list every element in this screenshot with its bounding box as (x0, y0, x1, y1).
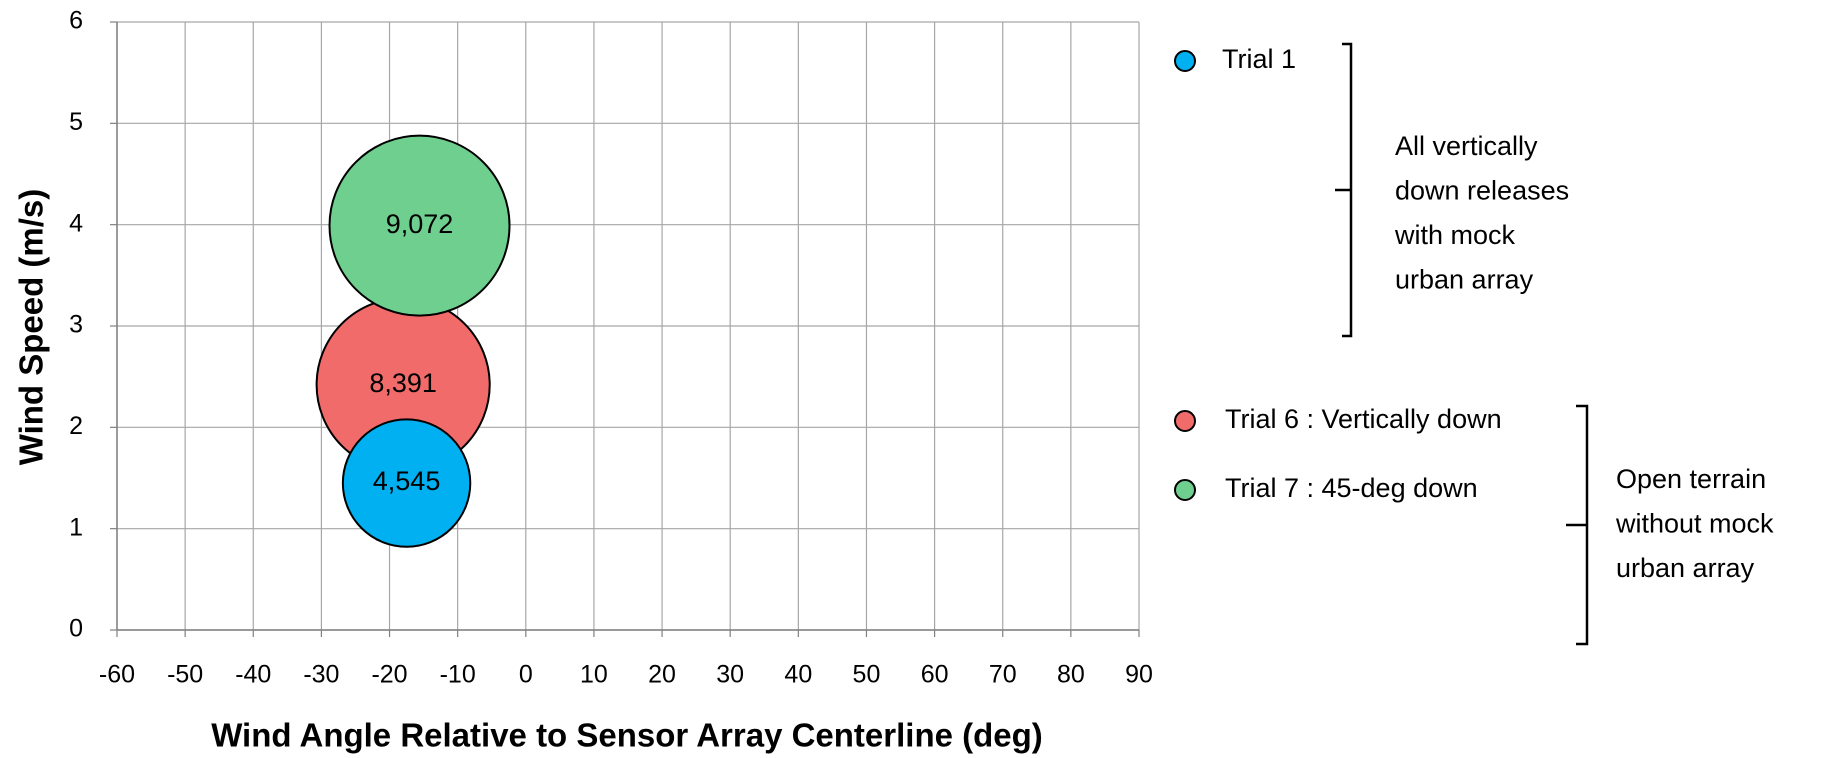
y-tick-label: 3 (69, 311, 83, 339)
legend-label: Trial 7 : 45-deg down (1225, 473, 1478, 503)
annotation: urban array (1395, 265, 1534, 295)
x-tick-label: 70 (989, 661, 1017, 689)
x-tick-label: 0 (519, 661, 533, 689)
legend-marker (1174, 50, 1196, 72)
y-tick-label: 0 (69, 615, 83, 643)
bracket (1335, 42, 1353, 338)
legend-label: Trial 1 (1222, 44, 1296, 74)
annotation: urban array (1616, 553, 1755, 583)
x-tick-label: 10 (580, 661, 608, 689)
x-tick-label: -40 (235, 661, 271, 689)
y-axis-title: Wind Speed (m/s) (13, 189, 50, 466)
bracket (1566, 404, 1589, 646)
bubble (341, 418, 472, 548)
annotation: Open terrain (1616, 464, 1766, 494)
x-tick-label: 60 (921, 661, 949, 689)
legend-marker (1174, 479, 1196, 501)
x-tick-label: 30 (716, 661, 744, 689)
x-tick-label: 50 (853, 661, 881, 689)
bubble-label: 9,072 (386, 209, 454, 239)
y-tick-label: 2 (69, 412, 83, 440)
legend-label: Trial 6 : Vertically down (1225, 404, 1502, 434)
bubble-label: 4,545 (373, 466, 441, 496)
y-tick-label: 4 (69, 209, 83, 237)
y-tick-label: 6 (69, 7, 83, 35)
annotation: with mock (1394, 220, 1516, 250)
x-tick-label: 40 (784, 661, 812, 689)
legend-marker (1174, 410, 1196, 432)
x-tick-label: -20 (371, 661, 407, 689)
y-tick-label: 1 (69, 513, 83, 541)
x-tick-label: 80 (1057, 661, 1085, 689)
bubble-label: 8,391 (369, 368, 437, 398)
annotation: down releases (1395, 176, 1569, 206)
x-axis-title: Wind Angle Relative to Sensor Array Cent… (211, 717, 1043, 754)
annotation: All vertically (1395, 131, 1538, 161)
x-tick-label: -60 (99, 661, 135, 689)
x-tick-label: 20 (648, 661, 676, 689)
annotation: without mock (1615, 509, 1774, 539)
x-tick-label: 90 (1125, 661, 1153, 689)
y-tick-label: 5 (69, 108, 83, 136)
x-tick-label: -50 (167, 661, 203, 689)
x-tick-label: -10 (440, 661, 476, 689)
x-tick-label: -30 (303, 661, 339, 689)
bubble (328, 134, 511, 317)
